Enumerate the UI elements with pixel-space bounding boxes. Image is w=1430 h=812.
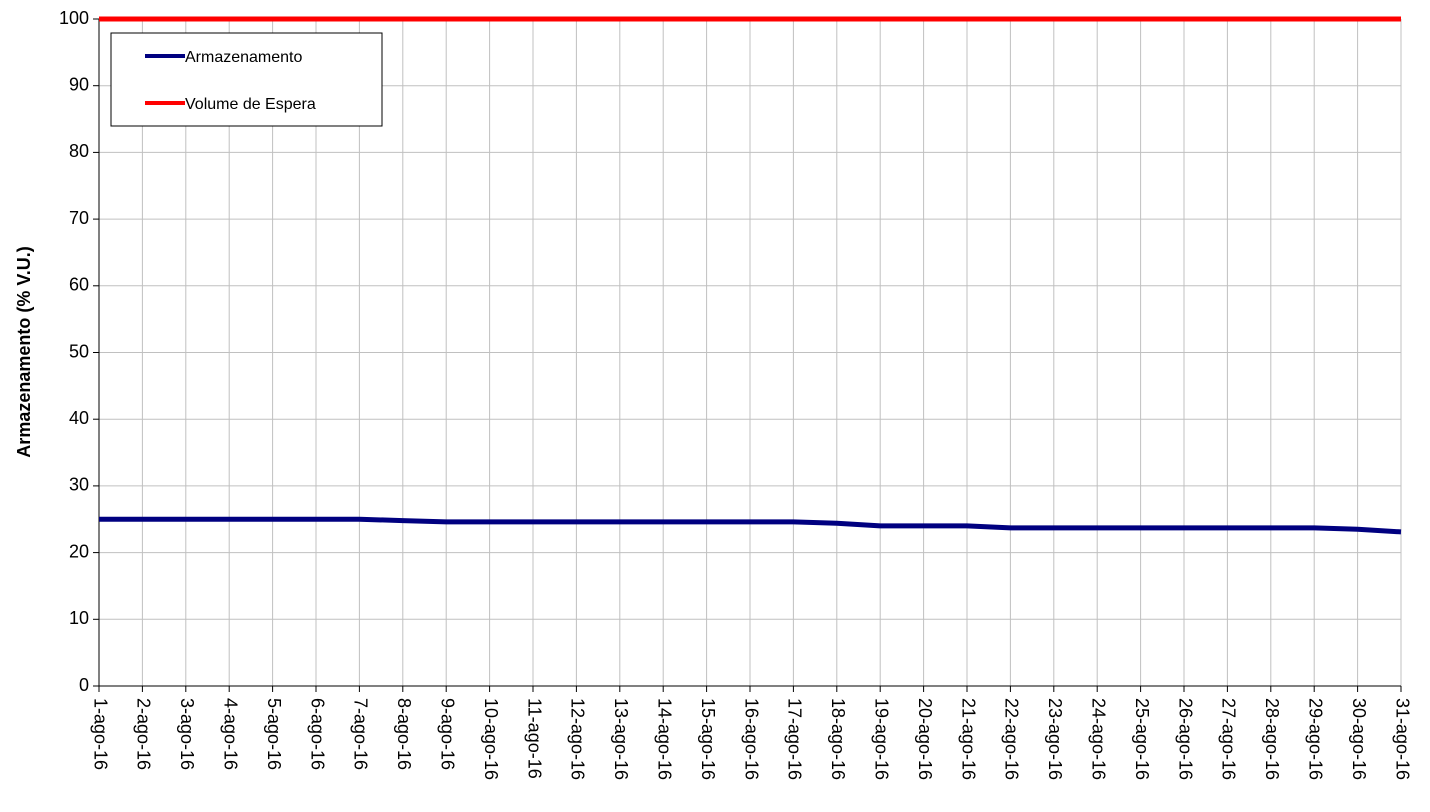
x-tick-label: 22-ago-16 bbox=[1002, 698, 1022, 780]
x-tick-label: 21-ago-16 bbox=[958, 698, 978, 780]
x-tick-label: 26-ago-16 bbox=[1175, 698, 1195, 780]
x-tick-label: 27-ago-16 bbox=[1219, 698, 1239, 780]
legend-label-volume-de-espera: Volume de Espera bbox=[185, 96, 316, 113]
legend-label-armazenamento: Armazenamento bbox=[185, 49, 302, 66]
x-tick-label: 6-ago-16 bbox=[307, 698, 327, 770]
x-tick-label: 7-ago-16 bbox=[351, 698, 371, 770]
y-tick-label: 20 bbox=[69, 541, 89, 561]
x-tick-label: 23-ago-16 bbox=[1045, 698, 1065, 780]
x-tick-label: 5-ago-16 bbox=[264, 698, 284, 770]
y-axis-title: Armazenamento (% V.U.) bbox=[14, 246, 34, 457]
y-tick-label: 30 bbox=[69, 475, 89, 495]
x-tick-label: 25-ago-16 bbox=[1132, 698, 1152, 780]
x-tick-label: 9-ago-16 bbox=[437, 698, 457, 770]
x-tick-label: 28-ago-16 bbox=[1262, 698, 1282, 780]
y-tick-label: 70 bbox=[69, 208, 89, 228]
x-tick-label: 1-ago-16 bbox=[90, 698, 110, 770]
x-tick-label: 30-ago-16 bbox=[1349, 698, 1369, 780]
x-tick-label: 8-ago-16 bbox=[394, 698, 414, 770]
x-tick-label: 4-ago-16 bbox=[220, 698, 240, 770]
x-tick-label: 20-ago-16 bbox=[915, 698, 935, 780]
y-tick-label: 100 bbox=[59, 8, 89, 28]
legend: Armazenamento Volume de Espera bbox=[111, 33, 382, 126]
x-tick-label: 3-ago-16 bbox=[177, 698, 197, 770]
y-tick-label: 80 bbox=[69, 141, 89, 161]
x-tick-label: 11-ago-16 bbox=[524, 698, 544, 779]
y-tick-label: 40 bbox=[69, 408, 89, 428]
y-tick-label: 50 bbox=[69, 341, 89, 361]
x-tick-label: 13-ago-16 bbox=[611, 698, 631, 780]
x-tick-label: 2-ago-16 bbox=[134, 698, 154, 770]
x-tick-label: 16-ago-16 bbox=[741, 698, 761, 780]
x-tick-label: 15-ago-16 bbox=[698, 698, 718, 780]
x-tick-label: 19-ago-16 bbox=[871, 698, 891, 780]
x-tick-label: 31-ago-16 bbox=[1392, 698, 1412, 780]
x-tick-label: 10-ago-16 bbox=[481, 698, 501, 780]
y-tick-label: 10 bbox=[69, 608, 89, 628]
x-tick-label: 17-ago-16 bbox=[785, 698, 805, 780]
y-tick-label: 0 bbox=[79, 675, 89, 695]
x-tick-labels: 1-ago-16 2-ago-16 3-ago-16 4-ago-16 5-ago-16… bbox=[90, 698, 1412, 780]
x-tick-label: 12-ago-16 bbox=[568, 698, 588, 780]
x-tick-label: 18-ago-16 bbox=[828, 698, 848, 780]
y-tick-label: 60 bbox=[69, 275, 89, 295]
x-tick-label: 24-ago-16 bbox=[1088, 698, 1108, 780]
x-tick-label: 14-ago-16 bbox=[654, 698, 674, 780]
y-tick-labels: 0 10 20 30 40 50 60 70 80 90 100 bbox=[59, 8, 89, 695]
y-tick-label: 90 bbox=[69, 74, 89, 94]
x-tick-label: 29-ago-16 bbox=[1305, 698, 1325, 780]
